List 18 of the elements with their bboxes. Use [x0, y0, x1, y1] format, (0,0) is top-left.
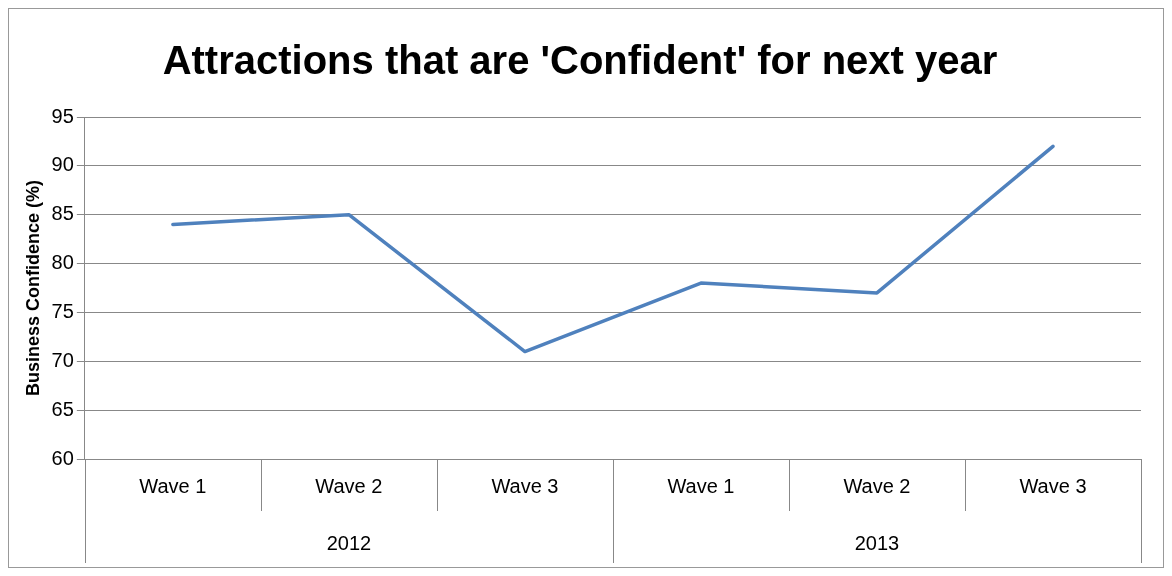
y-tick-label: 90	[51, 153, 74, 176]
y-tick-label: 75	[51, 299, 74, 322]
y-tick-label: 70	[51, 348, 74, 371]
chart-title: Attractions that are 'Confident' for next year	[162, 38, 998, 83]
y-tick-label: 60	[51, 446, 74, 469]
x-tick-label: Wave 2	[843, 474, 911, 497]
y-tick-label: 65	[51, 397, 74, 420]
x-tick-label: Wave 1	[667, 474, 735, 497]
y-axis-title: Business Confidence (%)	[22, 179, 43, 397]
y-tick-label: 80	[51, 251, 74, 274]
x-tick-label: Wave 3	[1019, 474, 1087, 497]
x-tick-label: Wave 2	[315, 474, 383, 497]
x-tick-label: Wave 3	[491, 474, 559, 497]
x-tick-label: Wave 1	[139, 474, 207, 497]
text: 2013	[854, 531, 900, 554]
y-tick-label: 85	[51, 202, 74, 225]
text: 2012	[326, 531, 372, 554]
y-tick-label: 95	[51, 104, 74, 127]
